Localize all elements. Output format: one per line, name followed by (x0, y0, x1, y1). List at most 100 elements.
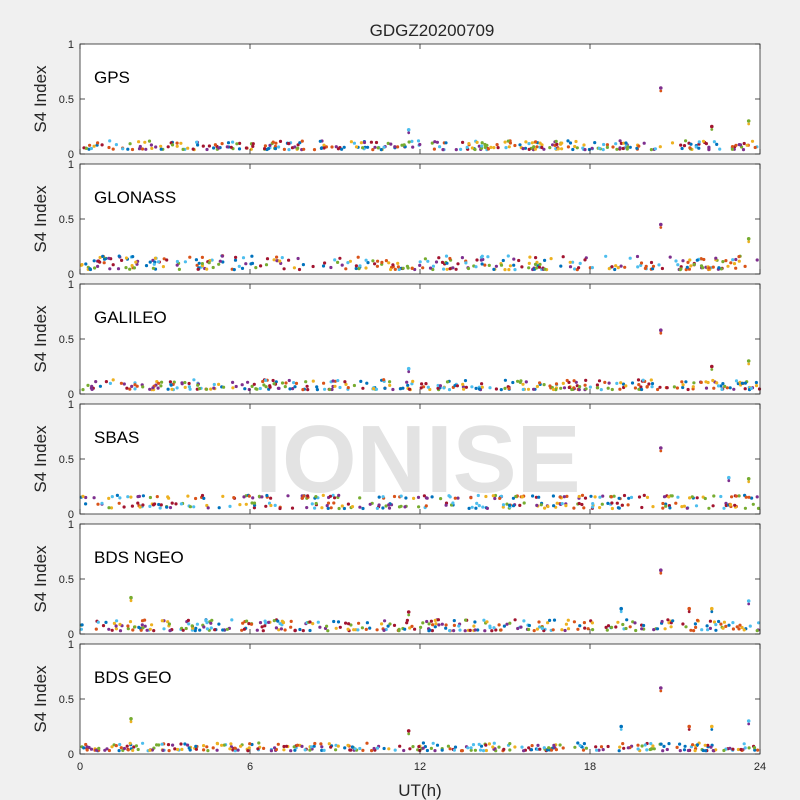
data-point (238, 503, 242, 507)
data-point (255, 387, 259, 391)
data-point (711, 504, 715, 508)
data-point (639, 261, 644, 265)
data-point (492, 626, 496, 630)
data-point (301, 388, 305, 392)
data-point (491, 494, 495, 498)
y-tick-label: 1 (68, 399, 74, 411)
data-point (516, 626, 520, 631)
data-point (736, 747, 741, 752)
data-point (358, 264, 362, 268)
data-point (706, 628, 710, 632)
data-point (384, 259, 388, 263)
data-point (273, 503, 277, 507)
data-point (268, 143, 272, 147)
data-point (430, 495, 434, 499)
data-point (336, 260, 340, 264)
data-point (120, 258, 124, 262)
data-point (428, 266, 433, 270)
data-point (686, 748, 691, 753)
data-point (87, 147, 91, 151)
data-point (560, 628, 564, 632)
figure-title: GDGZ20200709 (370, 21, 495, 40)
data-point (137, 625, 141, 630)
data-point (237, 147, 242, 151)
data-point (628, 625, 632, 629)
data-point (287, 378, 291, 383)
data-point (661, 749, 665, 753)
data-point (205, 745, 209, 749)
data-point (344, 621, 348, 625)
data-point (637, 144, 641, 148)
data-point (318, 139, 322, 143)
data-point (649, 742, 653, 746)
data-point (554, 139, 558, 143)
data-point (704, 142, 709, 146)
data-point (205, 147, 209, 152)
data-point (422, 385, 426, 389)
data-point (578, 261, 582, 265)
data-point (606, 744, 610, 749)
data-point (295, 743, 300, 747)
data-point (488, 386, 492, 390)
data-point (165, 505, 169, 509)
data-point (669, 625, 673, 629)
spike-point (746, 119, 751, 123)
data-point (263, 619, 267, 623)
data-point (522, 619, 526, 623)
data-point (519, 379, 523, 383)
data-point (492, 267, 496, 271)
data-point (148, 495, 152, 500)
data-point (486, 147, 490, 151)
data-point (209, 387, 213, 391)
data-point (282, 744, 286, 749)
data-point (115, 619, 119, 623)
spike-point (710, 368, 714, 371)
data-point (630, 381, 635, 385)
data-point (340, 147, 344, 151)
data-point (300, 496, 304, 500)
data-point (590, 146, 594, 150)
data-point (680, 146, 684, 151)
x-tick-label: 24 (754, 761, 766, 773)
data-point (704, 749, 708, 753)
data-point (749, 386, 754, 390)
data-point (282, 267, 286, 271)
data-point (249, 147, 253, 151)
data-point (695, 743, 700, 747)
data-point (626, 145, 630, 149)
data-point (480, 254, 484, 258)
data-point (754, 384, 759, 388)
data-point (389, 142, 393, 146)
data-point (556, 147, 560, 151)
data-point (452, 623, 456, 628)
data-point (418, 260, 422, 264)
data-point (294, 381, 299, 385)
data-point (354, 145, 359, 149)
data-point (572, 379, 576, 383)
data-point (190, 624, 194, 628)
data-point (257, 741, 261, 745)
data-point (222, 743, 226, 747)
spike-point (710, 364, 714, 369)
data-point (417, 505, 421, 509)
x-tick-label: 0 (77, 761, 83, 773)
data-point (338, 385, 342, 390)
data-point (507, 386, 511, 391)
data-point (309, 745, 314, 749)
data-point (261, 379, 265, 384)
data-point (202, 748, 206, 752)
data-point (694, 504, 699, 508)
data-point (448, 495, 452, 499)
data-point (640, 387, 644, 392)
data-point (240, 383, 244, 387)
data-point (350, 505, 355, 509)
data-point (364, 266, 368, 270)
data-point (694, 145, 698, 149)
y-tick-label: 0 (68, 389, 74, 401)
data-point (356, 628, 360, 632)
spike-point (619, 728, 623, 731)
spike-point (406, 128, 411, 132)
data-point (383, 386, 387, 390)
data-point (232, 496, 236, 500)
data-point (368, 502, 372, 506)
